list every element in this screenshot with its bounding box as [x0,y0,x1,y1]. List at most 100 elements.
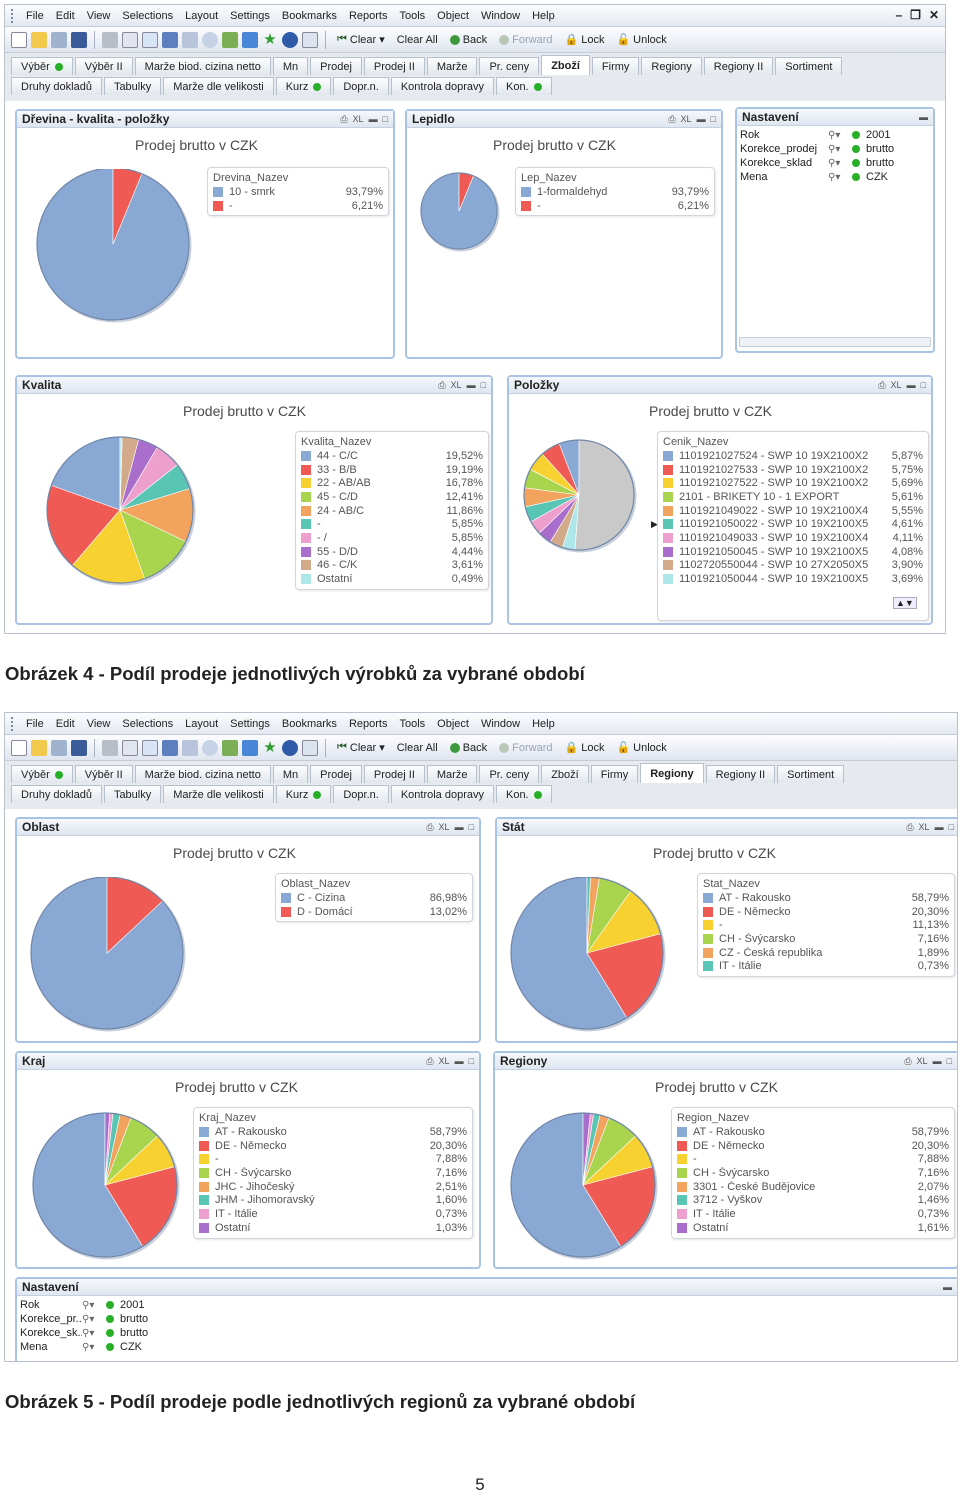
legend-item[interactable]: CH - Švýcarsko 7,16% [677,1166,949,1180]
tab-kurz[interactable]: Kurz [275,77,332,95]
polozky-chart[interactable]: Položky ⎙ XL ▬ □ Prodej brutto v CZK ▶ Cenik… [507,375,933,625]
clear-all-button[interactable]: Clear All [393,34,442,46]
setting-row[interactable]: Mena ⚲▾ CZK [740,170,930,184]
minimize-icon[interactable]: ▬ [368,113,378,124]
legend-item[interactable]: 1102720550044 - SWP 10 27X2050X5 3,90% [663,559,923,573]
tab-prodej-ii[interactable]: Prodej II [363,57,425,75]
legend-item[interactable]: IT - Itálie 0,73% [703,959,949,973]
legend-item[interactable]: 45 - C/D 12,41% [301,490,483,504]
legend-field-name[interactable]: Cenik_Nazev [663,435,923,449]
tab-tabulky[interactable]: Tabulky [103,785,162,803]
tab-prodej-ii[interactable]: Prodej II [363,765,425,783]
maximize-icon[interactable]: □ [710,113,716,124]
tab-dopr-n-[interactable]: Dopr.n. [333,77,389,95]
search-icon[interactable] [202,31,218,48]
legend-field-name[interactable]: Oblast_Nazev [281,877,467,891]
tab-kurz[interactable]: Kurz [275,785,332,803]
reload-data-icon[interactable] [142,739,158,756]
menu-tools[interactable]: Tools [399,9,426,22]
legend-item[interactable]: - 5,85% [301,517,483,531]
menu-bookmarks[interactable]: Bookmarks [281,9,337,22]
xl-icon[interactable]: XL [916,1055,928,1066]
menu-view[interactable]: View [86,717,111,730]
tab-kontrola-dopravy[interactable]: Kontrola dopravy [390,77,494,95]
lepidlo-chart[interactable]: Lepidlo ⎙ XL ▬ □ Prodej brutto v CZK Lep_Naz… [405,109,723,359]
back-button[interactable]: Back [446,742,491,754]
tab-výběr-ii[interactable]: Výběr II [74,57,133,75]
legend-item[interactable]: 2101 - BRIKETY 10 - 1 EXPORT 5,61% [663,490,923,504]
oblast-chart[interactable]: Oblast ⎙ XL ▬ □ Prodej brutto v CZK Oblast_N… [15,817,481,1043]
tab-regiony-ii[interactable]: Regiony II [705,765,776,783]
legend-item[interactable]: - 6,21% [521,199,709,213]
legend-item[interactable]: CH - Švýcarsko 7,16% [703,932,949,946]
tab-kontrola-dopravy[interactable]: Kontrola dopravy [390,785,494,803]
menu-object[interactable]: Object [437,717,469,730]
search-dropdown-icon[interactable]: ⚲▾ [82,1313,95,1325]
tab-marže-dle-velikosti[interactable]: Marže dle velikosti [163,77,274,95]
lock-button[interactable]: 🔒 Lock [561,33,609,47]
chart-wizard-icon[interactable] [242,31,258,48]
redo-icon[interactable] [182,31,198,48]
legend-item[interactable]: C - Cizina 86,98% [281,891,467,905]
legend-item[interactable]: 1101921050022 - SWP 10 19X2100X5 4,61% [663,517,923,531]
legend-item[interactable]: AT - Rakousko 58,79% [199,1125,467,1139]
tab-sortiment[interactable]: Sortiment [775,57,843,75]
drevina-chart[interactable]: Dřevina - kvalita - položky ⎙ XL ▬ □ Prodej … [15,109,395,359]
tab-druhy-dokladů[interactable]: Druhy dokladů [11,77,102,95]
menu-layout[interactable]: Layout [185,717,219,730]
edit-script-icon[interactable] [122,31,138,48]
legend-item[interactable]: 1101921050044 - SWP 10 19X2100X5 3,69% [663,572,923,586]
legend-item[interactable]: AT - Rakousko 58,79% [703,891,949,905]
legend-item[interactable]: JHM - Jihomoravský 1,60% [199,1193,467,1207]
legend-item[interactable]: CH - Švýcarsko 7,16% [199,1166,467,1180]
clear-all-button[interactable]: Clear All [393,742,442,754]
tab-firmy[interactable]: Firmy [591,57,640,75]
minimize-icon[interactable]: ▬ [454,1055,464,1066]
lepidlo-pie[interactable] [417,171,503,255]
tab-mn[interactable]: Mn [272,765,309,783]
print-icon[interactable]: ⎙ [906,821,914,832]
print-icon[interactable] [102,31,118,48]
help-icon[interactable] [282,739,298,756]
lock-button[interactable]: 🔒 Lock [561,741,609,755]
legend-field-name[interactable]: Kraj_Nazev [199,1111,467,1125]
setting-row[interactable]: Korekce_sk... ⚲▾ brutto [20,1326,954,1340]
legend-item[interactable]: 1-formaldehyd 93,79% [521,185,709,199]
setting-row[interactable]: Rok ⚲▾ 2001 [20,1298,954,1312]
legend-field-name[interactable]: Kvalita_Nazev [301,435,483,449]
pie-slice[interactable] [574,439,635,551]
menu-file[interactable]: File [26,9,44,22]
help-icon[interactable] [282,31,298,48]
open-folder-icon[interactable] [31,31,47,48]
maximize-icon[interactable]: □ [946,1055,952,1066]
legend-item[interactable]: 1101921050045 - SWP 10 19X2100X5 4,08% [663,545,923,559]
kraj-pie[interactable] [31,1111,181,1261]
tab-druhy-dokladů[interactable]: Druhy dokladů [11,785,102,803]
legend-item[interactable]: Ostatní 1,61% [677,1221,949,1235]
clear-button[interactable]: ⏮ Clear ▾ [337,741,385,754]
search-dropdown-icon[interactable]: ⚲▾ [828,143,841,155]
tab-kon-[interactable]: Kon. [495,785,552,803]
menu-help[interactable]: Help [532,9,555,22]
xl-icon[interactable]: XL [680,113,692,124]
regiony-pie[interactable] [507,1111,661,1261]
menu-help[interactable]: Help [532,717,555,730]
print-icon[interactable]: ⎙ [340,113,348,124]
search-dropdown-icon[interactable]: ⚲▾ [828,171,841,183]
tab-regiony[interactable]: Regiony [640,763,704,783]
print-icon[interactable]: ⎙ [438,379,446,390]
new-document-icon[interactable] [11,739,27,756]
menu-reports[interactable]: Reports [348,9,388,22]
menu-reports[interactable]: Reports [348,717,388,730]
legend-item[interactable]: D - Domácí 13,02% [281,905,467,919]
save-icon[interactable] [71,739,87,756]
scroll-up-down-icon[interactable]: ▲▼ [893,597,917,609]
search-dropdown-icon[interactable]: ⚲▾ [828,129,841,141]
menu-view[interactable]: View [86,9,111,22]
legend-field-name[interactable]: Region_Nazev [677,1111,949,1125]
menu-window[interactable]: Window [480,9,521,22]
xl-icon[interactable]: XL [450,379,462,390]
maximize-icon[interactable]: □ [920,379,926,390]
legend-item[interactable]: 1101921027533 - SWP 10 19X2100X2 5,75% [663,463,923,477]
tab-firmy[interactable]: Firmy [590,765,639,783]
